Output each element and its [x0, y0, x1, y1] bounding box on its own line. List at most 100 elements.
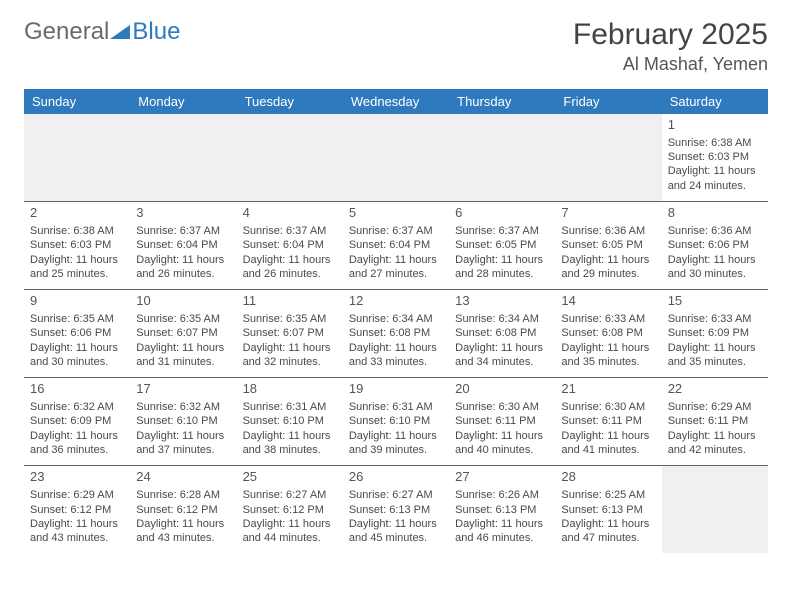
sunset-line: Sunset: 6:12 PM — [30, 503, 124, 517]
calendar-cell: 4Sunrise: 6:37 AMSunset: 6:04 PMDaylight… — [237, 202, 343, 290]
sunrise-label: Sunrise: — [668, 137, 711, 149]
sunrise-value: 6:27 AM — [392, 489, 432, 501]
day-number: 9 — [30, 293, 124, 310]
sunset-value: 6:04 PM — [177, 239, 218, 251]
day-number: 15 — [668, 293, 762, 310]
day-number: 22 — [668, 381, 762, 398]
daylight-line: Daylight: 11 hours and 33 minutes. — [349, 341, 443, 370]
sunset-label: Sunset: — [561, 327, 601, 339]
location: Al Mashaf, Yemen — [573, 54, 768, 75]
daylight-label: Daylight: — [243, 430, 289, 442]
weekday-header: Thursday — [449, 89, 555, 114]
daylight-line: Daylight: 11 hours and 44 minutes. — [243, 517, 337, 546]
sunrise-line: Sunrise: 6:30 AM — [455, 400, 549, 414]
daylight-line: Daylight: 11 hours and 30 minutes. — [30, 341, 124, 370]
calendar-cell: 17Sunrise: 6:32 AMSunset: 6:10 PMDayligh… — [130, 378, 236, 466]
sunset-line: Sunset: 6:13 PM — [349, 503, 443, 517]
sunset-value: 6:06 PM — [70, 327, 111, 339]
sunrise-label: Sunrise: — [349, 225, 392, 237]
logo-sail-icon — [110, 25, 130, 39]
sunrise-label: Sunrise: — [561, 489, 604, 501]
sunset-line: Sunset: 6:07 PM — [136, 326, 230, 340]
sunrise-value: 6:34 AM — [499, 313, 539, 325]
sunrise-line: Sunrise: 6:36 AM — [668, 224, 762, 238]
daylight-line: Daylight: 11 hours and 30 minutes. — [668, 253, 762, 282]
daylight-label: Daylight: — [349, 254, 395, 266]
sunset-line: Sunset: 6:10 PM — [136, 414, 230, 428]
sunrise-label: Sunrise: — [243, 225, 286, 237]
sunrise-label: Sunrise: — [136, 489, 179, 501]
daylight-label: Daylight: — [243, 518, 289, 530]
calendar-cell: 14Sunrise: 6:33 AMSunset: 6:08 PMDayligh… — [555, 290, 661, 378]
sunset-label: Sunset: — [30, 239, 70, 251]
sunrise-value: 6:37 AM — [286, 225, 326, 237]
calendar-header-row: SundayMondayTuesdayWednesdayThursdayFrid… — [24, 89, 768, 114]
sunset-line: Sunset: 6:08 PM — [349, 326, 443, 340]
daylight-line: Daylight: 11 hours and 27 minutes. — [349, 253, 443, 282]
daylight-line: Daylight: 11 hours and 43 minutes. — [30, 517, 124, 546]
sunrise-line: Sunrise: 6:38 AM — [30, 224, 124, 238]
day-number: 25 — [243, 469, 337, 486]
sunrise-line: Sunrise: 6:33 AM — [668, 312, 762, 326]
daylight-label: Daylight: — [136, 254, 182, 266]
daylight-line: Daylight: 11 hours and 32 minutes. — [243, 341, 337, 370]
sunset-line: Sunset: 6:07 PM — [243, 326, 337, 340]
sunset-value: 6:04 PM — [283, 239, 324, 251]
sunset-value: 6:08 PM — [602, 327, 643, 339]
sunrise-value: 6:32 AM — [180, 401, 220, 413]
sunset-line: Sunset: 6:10 PM — [243, 414, 337, 428]
sunrise-label: Sunrise: — [668, 225, 711, 237]
sunrise-line: Sunrise: 6:36 AM — [561, 224, 655, 238]
sunrise-line: Sunrise: 6:34 AM — [455, 312, 549, 326]
daylight-label: Daylight: — [668, 430, 714, 442]
day-number: 21 — [561, 381, 655, 398]
sunrise-label: Sunrise: — [243, 401, 286, 413]
sunrise-label: Sunrise: — [349, 489, 392, 501]
sunset-label: Sunset: — [668, 151, 708, 163]
daylight-label: Daylight: — [455, 518, 501, 530]
sunrise-value: 6:36 AM — [711, 225, 751, 237]
sunrise-line: Sunrise: 6:35 AM — [30, 312, 124, 326]
sunset-value: 6:07 PM — [177, 327, 218, 339]
sunset-value: 6:04 PM — [389, 239, 430, 251]
sunrise-line: Sunrise: 6:26 AM — [455, 488, 549, 502]
sunrise-label: Sunrise: — [668, 313, 711, 325]
logo: GeneralBlue — [24, 18, 180, 46]
sunrise-label: Sunrise: — [455, 401, 498, 413]
sunset-line: Sunset: 6:10 PM — [349, 414, 443, 428]
sunset-value: 6:03 PM — [708, 151, 749, 163]
sunrise-value: 6:38 AM — [73, 225, 113, 237]
sunset-value: 6:13 PM — [495, 504, 536, 516]
daylight-label: Daylight: — [30, 254, 76, 266]
day-number: 19 — [349, 381, 443, 398]
daylight-line: Daylight: 11 hours and 37 minutes. — [136, 429, 230, 458]
sunrise-line: Sunrise: 6:27 AM — [349, 488, 443, 502]
calendar-cell: 18Sunrise: 6:31 AMSunset: 6:10 PMDayligh… — [237, 378, 343, 466]
sunrise-line: Sunrise: 6:27 AM — [243, 488, 337, 502]
calendar-cell: 7Sunrise: 6:36 AMSunset: 6:05 PMDaylight… — [555, 202, 661, 290]
sunrise-label: Sunrise: — [136, 225, 179, 237]
day-number: 23 — [30, 469, 124, 486]
logo-text-1: General — [24, 18, 109, 46]
daylight-line: Daylight: 11 hours and 29 minutes. — [561, 253, 655, 282]
day-number: 26 — [349, 469, 443, 486]
day-number: 16 — [30, 381, 124, 398]
sunset-value: 6:13 PM — [389, 504, 430, 516]
daylight-line: Daylight: 11 hours and 40 minutes. — [455, 429, 549, 458]
daylight-line: Daylight: 11 hours and 43 minutes. — [136, 517, 230, 546]
sunset-value: 6:13 PM — [602, 504, 643, 516]
daylight-line: Daylight: 11 hours and 39 minutes. — [349, 429, 443, 458]
calendar-cell: 10Sunrise: 6:35 AMSunset: 6:07 PMDayligh… — [130, 290, 236, 378]
sunset-value: 6:10 PM — [283, 415, 324, 427]
calendar-cell-empty — [555, 114, 661, 202]
daylight-line: Daylight: 11 hours and 35 minutes. — [668, 341, 762, 370]
sunset-line: Sunset: 6:04 PM — [349, 238, 443, 252]
sunset-line: Sunset: 6:06 PM — [30, 326, 124, 340]
calendar-cell: 27Sunrise: 6:26 AMSunset: 6:13 PMDayligh… — [449, 466, 555, 554]
sunrise-line: Sunrise: 6:31 AM — [243, 400, 337, 414]
sunset-line: Sunset: 6:03 PM — [30, 238, 124, 252]
daylight-label: Daylight: — [455, 430, 501, 442]
sunrise-value: 6:31 AM — [286, 401, 326, 413]
calendar-cell: 24Sunrise: 6:28 AMSunset: 6:12 PMDayligh… — [130, 466, 236, 554]
sunrise-value: 6:34 AM — [392, 313, 432, 325]
